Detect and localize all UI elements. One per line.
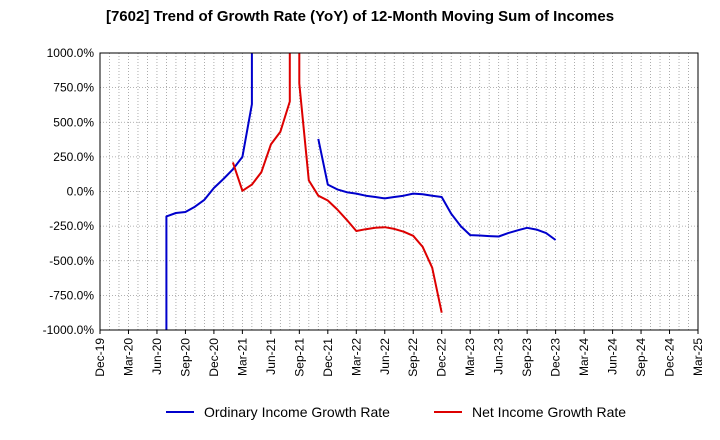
y-tick-label: -250.0% — [49, 219, 94, 233]
series-line-net-income-2 — [298, 53, 443, 313]
series-line-ordinary-income-1 — [165, 53, 253, 330]
y-tick-label: 1000.0% — [47, 46, 95, 60]
legend-swatch-ordinary-income — [166, 411, 194, 413]
chart-title: [7602] Trend of Growth Rate (YoY) of 12-… — [105, 8, 615, 25]
x-tick-label: Dec-23 — [549, 338, 563, 377]
x-tick-label: Dec-21 — [321, 338, 335, 377]
x-tick-label: Mar-23 — [463, 338, 477, 376]
legend-label-ordinary-income: Ordinary Income Growth Rate — [204, 404, 390, 420]
x-tick-label: Dec-20 — [207, 338, 221, 377]
series-line-net-income-1 — [231, 53, 291, 192]
legend-item-net-income: Net Income Growth Rate — [434, 404, 626, 420]
y-tick-label: 0.0% — [67, 185, 95, 199]
x-tick-label: Dec-24 — [663, 338, 677, 377]
y-axis-tick-labels: 1000.0% 750.0% 500.0% 250.0% 0.0% -250.0% -500… — [43, 46, 95, 337]
grid-lines — [100, 53, 698, 330]
x-tick-label: Mar-25 — [691, 338, 705, 376]
x-tick-label: Mar-22 — [349, 338, 363, 376]
x-tick-label: Sep-20 — [178, 338, 192, 377]
x-tick-label: Jun-23 — [492, 338, 506, 375]
y-tick-label: 750.0% — [53, 81, 94, 95]
x-tick-label: Jun-22 — [378, 338, 392, 375]
x-tick-label: Jun-24 — [606, 338, 620, 375]
x-axis-tick-labels: Dec-19 Mar-20 Jun-20 Sep-20 Dec-20 Mar-21 Jun-… — [93, 330, 705, 377]
series-line-ordinary-income-2 — [317, 138, 557, 241]
plot-area-frame — [99, 52, 699, 331]
y-tick-label: -750.0% — [49, 288, 94, 302]
y-tick-label: -500.0% — [49, 254, 94, 268]
legend-item-ordinary-income: Ordinary Income Growth Rate — [166, 404, 390, 420]
y-tick-label: -1000.0% — [43, 323, 95, 337]
legend-label-net-income: Net Income Growth Rate — [472, 404, 627, 420]
x-tick-label: Dec-19 — [93, 338, 107, 377]
x-tick-label: Mar-24 — [577, 338, 591, 376]
x-tick-label: Dec-22 — [435, 338, 449, 377]
legend-swatch-net-income — [434, 411, 462, 413]
x-tick-label: Mar-20 — [121, 338, 135, 376]
x-tick-label: Jun-20 — [150, 338, 164, 375]
x-tick-label: Sep-22 — [406, 338, 420, 377]
x-tick-label: Mar-21 — [235, 338, 249, 376]
series-lines — [165, 53, 557, 330]
x-tick-label: Sep-23 — [520, 338, 534, 377]
y-tick-label: 250.0% — [53, 150, 94, 164]
x-tick-label: Jun-21 — [264, 338, 278, 375]
y-tick-label: 500.0% — [53, 115, 94, 129]
x-tick-label: Sep-24 — [634, 338, 648, 377]
x-tick-label: Sep-21 — [292, 338, 306, 377]
